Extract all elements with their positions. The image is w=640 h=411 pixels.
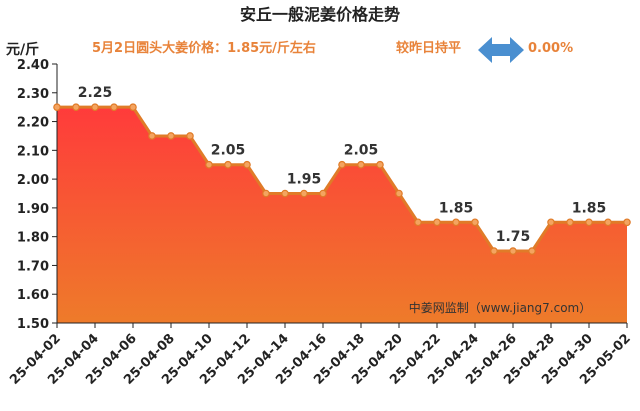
data-point — [547, 218, 555, 227]
data-point — [91, 103, 99, 111]
data-label: 1.95 — [287, 172, 322, 188]
label-layer: 2.25 2.05 1.95 2.05 1.85 1.75 1.85 — [78, 85, 607, 245]
data-point — [110, 103, 118, 111]
data-point — [281, 189, 289, 198]
compare-label: 较昨日持平 — [396, 40, 461, 56]
data-point — [224, 160, 232, 169]
y-tick-label: 1.60 — [17, 288, 49, 303]
data-label: 1.75 — [496, 229, 531, 245]
watermark: 中姜网监制（www.jiang7.com） — [409, 300, 591, 315]
data-label: 1.85 — [439, 200, 474, 216]
data-point — [585, 218, 593, 227]
data-point — [319, 189, 327, 198]
unit-label: 元/斤 — [6, 41, 39, 58]
data-point — [357, 160, 365, 169]
data-point — [186, 132, 194, 140]
data-point — [376, 160, 384, 169]
data-point — [262, 189, 270, 198]
data-point — [566, 218, 574, 227]
data-point — [148, 132, 156, 140]
subtitle: 5月2日圆头大姜价格：1.85元/斤左右 — [92, 40, 316, 56]
area-fill — [57, 107, 627, 324]
data-label: 2.05 — [344, 143, 379, 159]
data-point — [490, 247, 498, 255]
y-tick-label: 1.80 — [17, 231, 49, 246]
compare-value: 0.00% — [528, 41, 573, 56]
y-tick-label: 2.40 — [17, 58, 49, 73]
data-point — [528, 247, 536, 255]
y-tick-label: 2.10 — [17, 144, 49, 159]
y-tick-label: 2.30 — [17, 87, 49, 102]
data-label: 2.05 — [211, 143, 246, 159]
data-point — [604, 218, 612, 227]
y-tick-label: 1.90 — [17, 202, 49, 217]
data-point — [338, 160, 346, 169]
data-point — [205, 160, 213, 169]
data-point — [129, 103, 137, 111]
data-point — [623, 218, 631, 227]
y-tick-label: 1.50 — [17, 317, 49, 332]
data-label: 1.85 — [572, 200, 607, 216]
data-point — [471, 218, 479, 227]
double-arrow-icon — [478, 37, 524, 63]
data-point — [509, 247, 517, 255]
data-point — [72, 103, 80, 111]
data-point — [167, 132, 175, 140]
data-point — [395, 189, 403, 198]
data-point — [433, 218, 441, 227]
data-point — [300, 189, 308, 198]
marker-layer — [53, 103, 631, 255]
y-tick-label: 1.70 — [17, 259, 49, 274]
data-point — [452, 218, 460, 227]
y-tick-label: 2.00 — [17, 173, 49, 188]
area-layer — [57, 107, 627, 324]
y-tick-label: 2.20 — [17, 116, 49, 131]
data-point — [243, 160, 251, 169]
chart-title: 安丘一般泥姜价格走势 — [240, 5, 400, 24]
data-label: 2.25 — [78, 85, 113, 101]
data-point — [53, 103, 61, 111]
data-point — [414, 218, 422, 227]
